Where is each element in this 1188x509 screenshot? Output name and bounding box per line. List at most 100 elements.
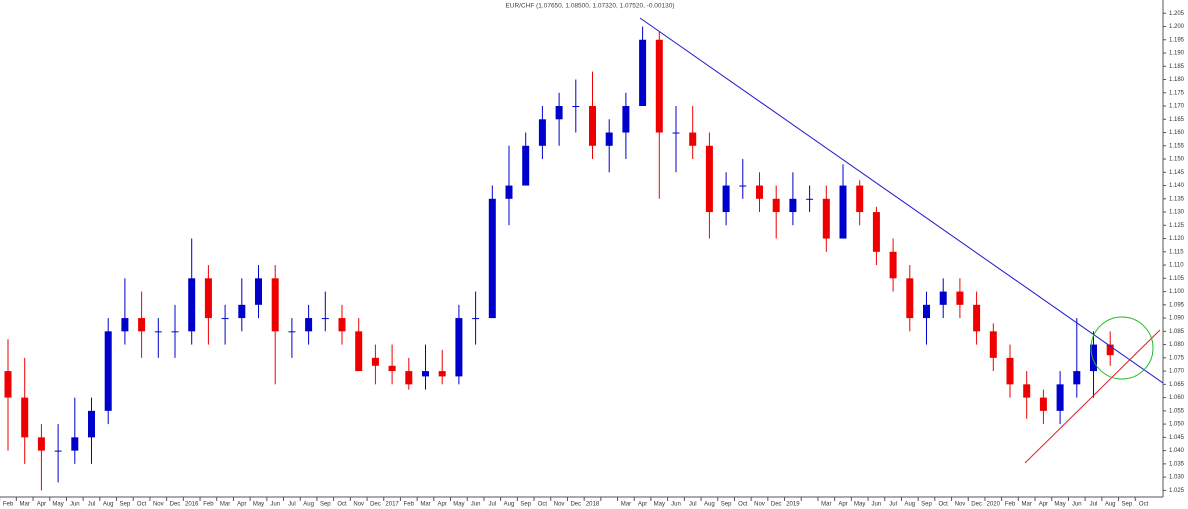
y-tick-label: 1.135	[1169, 196, 1185, 202]
highlight-circle	[1090, 316, 1154, 380]
x-tick-label: Sep	[120, 502, 131, 508]
x-tick-label: Jul	[488, 502, 496, 508]
x-tick-label: Sep	[520, 502, 531, 508]
candle-body	[1090, 344, 1097, 372]
candle-body	[204, 278, 212, 319]
candle-body	[138, 318, 146, 332]
x-tick-label: 2018	[586, 502, 600, 508]
candle-body	[288, 331, 296, 333]
x-tick-label: May	[1054, 502, 1065, 508]
y-tick-label: 1.110	[1169, 263, 1184, 269]
candle-body	[705, 145, 713, 213]
candle-body	[722, 185, 730, 213]
candle-body	[1106, 344, 1114, 356]
x-tick-label: Feb	[203, 502, 214, 508]
y-tick-label: 1.085	[1169, 329, 1185, 335]
x-tick-label: 2019	[786, 502, 800, 508]
y-tick-label: 1.045	[1169, 435, 1185, 441]
y-tick-label: 1.065	[1169, 382, 1185, 388]
candle-body	[171, 331, 179, 333]
y-tick-label: 1.120	[1169, 236, 1185, 242]
candle-body	[121, 318, 129, 332]
x-tick-label: Apr	[37, 502, 46, 508]
candle-body	[756, 185, 763, 199]
x-tick-label: Dec	[170, 502, 181, 508]
x-tick-label: Mar	[420, 502, 430, 508]
candle-body	[806, 198, 814, 200]
candle-body	[21, 397, 29, 438]
x-tick-label: Oct	[137, 502, 147, 508]
candle-body	[555, 106, 563, 120]
candle-body	[672, 132, 680, 134]
candle-body	[355, 331, 363, 372]
x-tick-label: May	[453, 502, 464, 508]
x-tick-label: Mar	[621, 502, 631, 508]
y-tick-label: 1.075	[1169, 355, 1185, 361]
x-tick-label: Nov	[754, 502, 765, 508]
x-tick-label: Nov	[554, 502, 565, 508]
candle-body	[438, 371, 446, 377]
y-tick-label: 1.025	[1169, 488, 1185, 494]
candle-body	[589, 106, 596, 146]
candle-body	[405, 371, 413, 385]
y-tick-label: 1.130	[1169, 210, 1185, 216]
candle-body	[188, 278, 196, 332]
candle-body	[488, 198, 496, 319]
y-tick-label: 1.090	[1169, 316, 1185, 322]
x-tick-label: Jul	[288, 502, 296, 508]
x-tick-label: Jul	[689, 502, 697, 508]
x-tick-label: Nov	[955, 502, 966, 508]
x-tick-label: Dec	[370, 502, 381, 508]
x-tick-label: Sep	[921, 502, 932, 508]
candle-body	[772, 198, 780, 213]
x-tick-label: Jul	[88, 502, 96, 508]
x-tick-label: May	[854, 502, 865, 508]
x-tick-label: Apr	[237, 502, 246, 508]
y-tick-label: 1.105	[1169, 276, 1185, 282]
candle-body	[872, 212, 880, 252]
x-tick-label: Dec	[771, 502, 782, 508]
candle-body	[939, 291, 947, 305]
candle-body	[238, 304, 246, 319]
y-tick-label: 1.080	[1169, 342, 1185, 348]
y-tick-label: 1.095	[1169, 302, 1185, 308]
y-tick-label: 1.165	[1169, 117, 1185, 123]
y-tick-label: 1.150	[1169, 157, 1185, 163]
candle-body	[1039, 397, 1047, 411]
candle-body	[1056, 384, 1064, 411]
candle-body	[839, 185, 847, 239]
x-tick-label: Oct	[738, 502, 748, 508]
candle-body	[388, 365, 396, 372]
y-tick-label: 1.060	[1169, 395, 1185, 401]
y-tick-label: 1.180	[1169, 77, 1185, 83]
candle-body	[1073, 371, 1081, 385]
x-tick-label: Apr	[1039, 502, 1048, 508]
y-tick-label: 1.175	[1169, 90, 1185, 96]
candle-body	[739, 185, 747, 187]
y-tick-label: 1.070	[1169, 369, 1185, 375]
x-tick-label: Sep	[320, 502, 331, 508]
x-tick-label: Jul	[889, 502, 897, 508]
x-tick-label: May	[52, 502, 63, 508]
candle-body	[522, 145, 530, 186]
y-tick-label: 1.190	[1169, 51, 1185, 57]
y-tick-label: 1.140	[1169, 183, 1185, 189]
x-tick-label: Mar	[821, 502, 831, 508]
x-tick-label: 2020	[987, 502, 1001, 508]
candle-body	[305, 318, 313, 332]
x-tick-label: Aug	[1105, 502, 1116, 508]
x-tick-label: 2017	[385, 502, 399, 508]
candle-body	[1006, 357, 1014, 385]
candle-body	[54, 450, 62, 452]
chart-title: EUR/CHF (1.07650, 1.08500, 1.07320, 1.07…	[505, 3, 674, 10]
x-tick-label: Oct	[538, 502, 548, 508]
candle-body	[505, 185, 513, 199]
x-tick-label: Jun	[671, 502, 681, 508]
x-tick-label: 2016	[185, 502, 199, 508]
candle-body	[455, 318, 463, 377]
x-tick-label: Jun	[471, 502, 481, 508]
y-tick-label: 1.115	[1169, 249, 1184, 255]
x-tick-label: Oct	[939, 502, 949, 508]
x-tick-label: Aug	[904, 502, 915, 508]
